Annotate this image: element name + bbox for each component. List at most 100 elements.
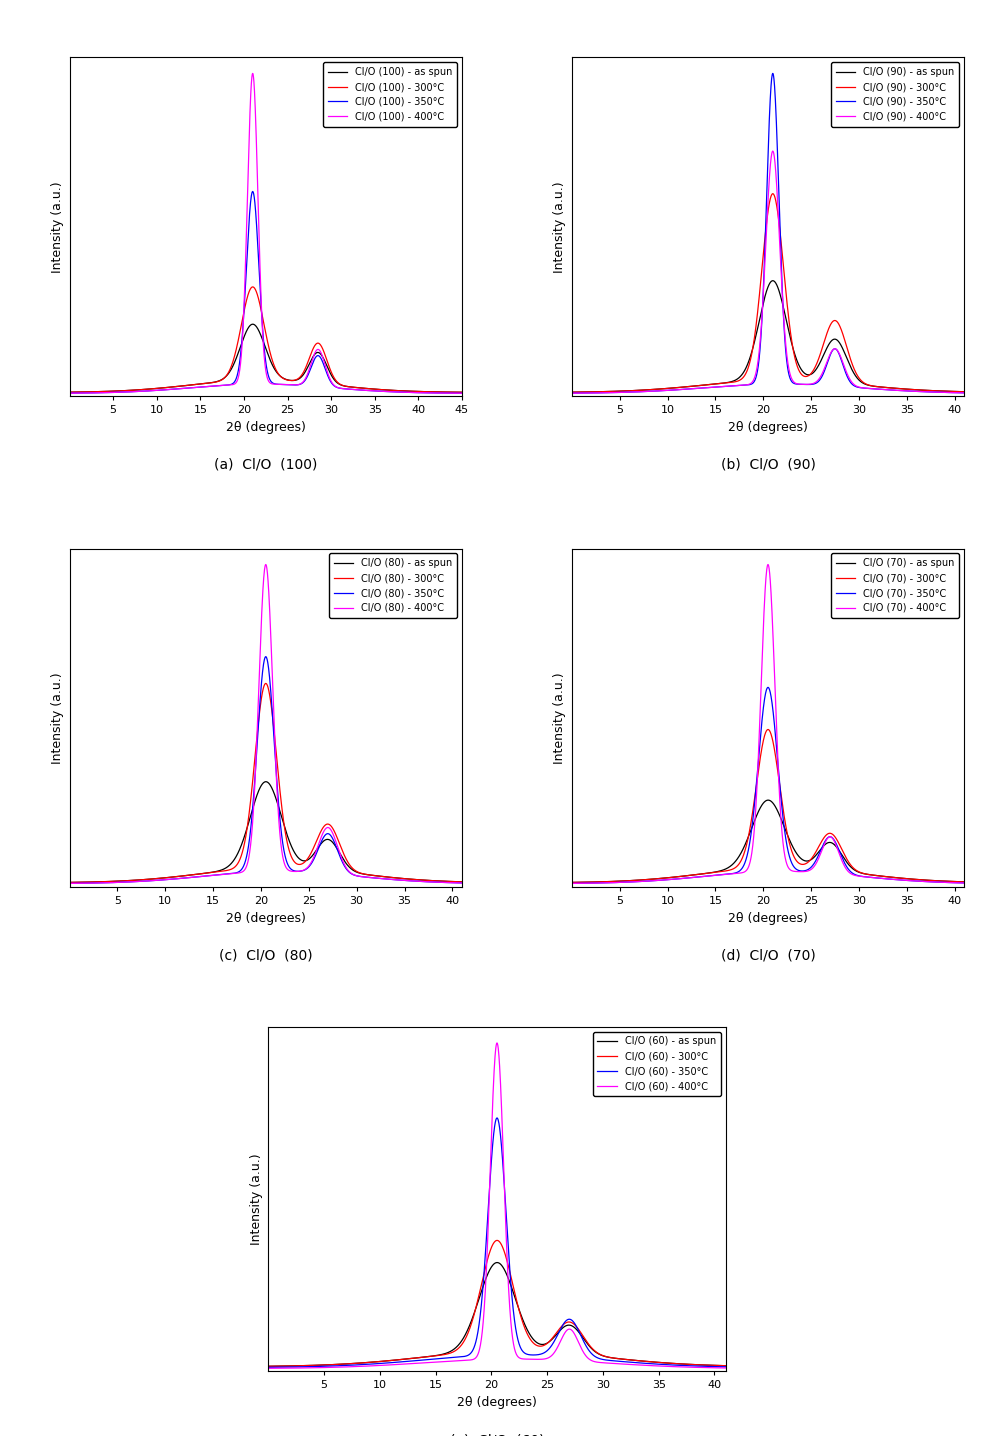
Cl/O (80) - as spun [64,873,76,890]
Cl/O (60) - 400°C [491,1034,503,1051]
Cl/O (80) - as spun [456,873,468,890]
Cl/O (60) - as spun [720,1357,732,1374]
Cl/O (90) - 400°C [585,385,597,402]
Cl/O (70) - 400°C [746,841,758,859]
Cl/O (100) - 400°C [444,385,456,402]
Cl/O (80) - as spun [373,867,385,885]
Cl/O (60) - 400°C [707,1358,719,1376]
Cl/O (100) - 300°C [254,299,266,316]
Cl/O (80) - 400°C [254,638,266,655]
Cl/O (80) - 350°C [83,875,95,892]
Cl/O (80) - 300°C [83,873,95,890]
Cl/O (70) - 400°C [585,875,597,892]
X-axis label: 2θ (degrees): 2θ (degrees) [226,421,306,434]
Cl/O (90) - 400°C [875,381,887,398]
Cl/O (80) - 300°C [64,873,76,890]
Cl/O (70) - 350°C [947,875,959,892]
Cl/O (100) - as spun [373,381,385,398]
Y-axis label: Intensity (a.u.): Intensity (a.u.) [554,672,567,764]
Cl/O (80) - 350°C [244,827,255,844]
Cl/O (80) - as spun [444,873,456,890]
Cl/O (60) - 300°C [720,1357,732,1374]
Line: Cl/O (80) - 300°C: Cl/O (80) - 300°C [70,684,462,882]
Cl/O (80) - as spun [444,873,456,890]
Line: Cl/O (100) - 300°C: Cl/O (100) - 300°C [70,287,462,392]
Line: Cl/O (70) - 300°C: Cl/O (70) - 300°C [572,729,964,882]
Cl/O (80) - 350°C [259,648,271,665]
Line: Cl/O (70) - as spun: Cl/O (70) - as spun [572,800,964,882]
Text: (d)  Cl/O  (70): (d) Cl/O (70) [721,948,815,962]
Cl/O (70) - 400°C [756,638,768,655]
Cl/O (90) - 400°C [756,297,768,314]
Cl/O (60) - 400°C [707,1358,719,1376]
Cl/O (70) - 350°C [756,707,768,724]
Cl/O (80) - 350°C [64,875,76,892]
Cl/O (60) - as spun [485,1259,497,1277]
Cl/O (80) - 350°C [373,870,385,887]
Cl/O (60) - 400°C [720,1360,732,1377]
Cl/O (90) - as spun [875,379,887,396]
Cl/O (70) - 400°C [947,875,959,892]
Y-axis label: Intensity (a.u.): Intensity (a.u.) [249,1153,262,1245]
Cl/O (100) - 300°C [64,383,76,401]
Cl/O (100) - 400°C [64,385,76,402]
Cl/O (60) - 300°C [622,1351,634,1369]
Cl/O (60) - as spun [472,1291,484,1308]
Line: Cl/O (60) - 300°C: Cl/O (60) - 300°C [268,1241,726,1366]
Line: Cl/O (100) - as spun: Cl/O (100) - as spun [70,325,462,392]
Line: Cl/O (70) - 350°C: Cl/O (70) - 350°C [572,688,964,883]
Cl/O (90) - 350°C [766,65,778,82]
Cl/O (70) - 350°C [958,875,970,892]
Cl/O (90) - 400°C [746,373,758,391]
Cl/O (70) - as spun [746,819,758,836]
Cl/O (100) - 350°C [444,385,456,402]
Cl/O (60) - 350°C [472,1320,484,1337]
Cl/O (90) - 350°C [947,383,959,401]
Cl/O (100) - 350°C [83,385,95,402]
Cl/O (60) - 300°C [285,1357,297,1374]
Text: (c)  Cl/O  (80): (c) Cl/O (80) [219,948,312,962]
X-axis label: 2θ (degrees): 2θ (degrees) [728,912,808,925]
Cl/O (70) - as spun [585,873,597,890]
Cl/O (60) - 350°C [285,1358,297,1376]
Cl/O (80) - 350°C [254,688,266,705]
Cl/O (70) - 350°C [585,875,597,892]
Line: Cl/O (80) - 400°C: Cl/O (80) - 400°C [70,564,462,883]
Cl/O (90) - 300°C [585,383,597,401]
Cl/O (100) - 400°C [444,385,456,402]
Cl/O (70) - 300°C [746,807,758,824]
Cl/O (70) - 350°C [762,679,774,696]
Cl/O (60) - as spun [285,1357,297,1374]
Cl/O (90) - as spun [766,271,778,289]
Cl/O (90) - as spun [746,342,758,359]
Cl/O (60) - 400°C [622,1356,634,1373]
Cl/O (80) - 300°C [444,873,456,890]
Cl/O (100) - 300°C [373,381,385,398]
Y-axis label: Intensity (a.u.): Intensity (a.u.) [51,672,64,764]
Cl/O (100) - 400°C [373,382,385,399]
Cl/O (60) - 400°C [285,1360,297,1377]
Cl/O (60) - 350°C [707,1358,719,1376]
Cl/O (100) - 300°C [444,383,456,401]
Cl/O (90) - as spun [947,383,959,401]
Cl/O (60) - 300°C [485,1241,497,1258]
Cl/O (90) - 350°C [947,383,959,401]
Text: (b)  Cl/O  (90): (b) Cl/O (90) [721,457,815,471]
Cl/O (60) - as spun [707,1357,719,1374]
X-axis label: 2θ (degrees): 2θ (degrees) [457,1396,537,1409]
Legend: Cl/O (80) - as spun, Cl/O (80) - 300°C, Cl/O (80) - 350°C, Cl/O (80) - 400°C: Cl/O (80) - as spun, Cl/O (80) - 300°C, … [329,553,457,617]
Cl/O (100) - as spun [444,383,456,401]
Cl/O (90) - 300°C [947,383,959,401]
Cl/O (80) - 400°C [259,556,271,573]
Legend: Cl/O (90) - as spun, Cl/O (90) - 300°C, Cl/O (90) - 350°C, Cl/O (90) - 400°C: Cl/O (90) - as spun, Cl/O (90) - 300°C, … [831,62,959,126]
Cl/O (100) - 400°C [83,385,95,402]
Cl/O (70) - 300°C [947,873,959,890]
Cl/O (100) - 300°C [244,281,255,299]
Cl/O (100) - 300°C [247,279,258,296]
Line: Cl/O (60) - 350°C: Cl/O (60) - 350°C [268,1119,726,1367]
Cl/O (90) - 350°C [585,385,597,402]
Cl/O (90) - 350°C [958,385,970,402]
Cl/O (100) - 350°C [456,385,468,402]
Cl/O (60) - 350°C [262,1358,274,1376]
Cl/O (80) - 350°C [444,875,456,892]
